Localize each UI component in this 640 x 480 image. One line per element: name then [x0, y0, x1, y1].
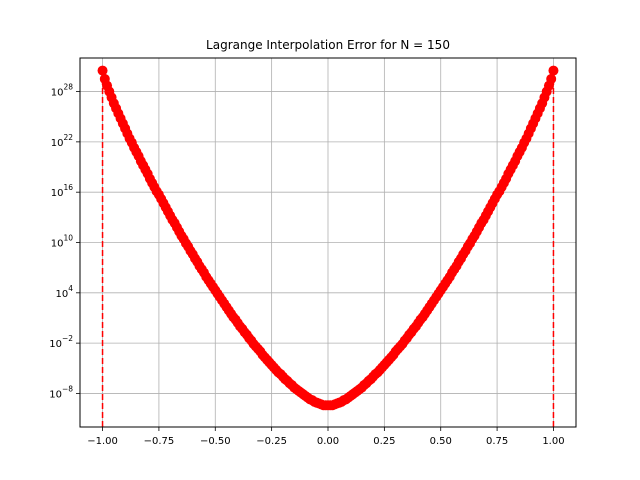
x-tick-label: 0.00 [317, 436, 339, 447]
x-axis: −1.00 −0.75 −0.50 −0.25 0.00 0.25 0.50 0.75 1.00 [87, 427, 565, 447]
y-tick-exponent: 4 [68, 284, 73, 293]
y-tick-base: 10 [51, 239, 64, 250]
data-point [546, 73, 557, 84]
y-tick-label: 104 [55, 284, 73, 300]
x-tick-label: −0.50 [200, 436, 231, 447]
y-tick-label: 1028 [51, 83, 74, 99]
chart-title: Lagrange Interpolation Error for N = 150 [206, 38, 450, 52]
y-tick-label: 1010 [51, 234, 74, 250]
y-tick-base: 10 [49, 389, 62, 400]
y-tick-label: 10−2 [49, 334, 73, 350]
y-tick-base: 10 [55, 289, 68, 300]
data-series [97, 65, 559, 411]
y-tick-base: 10 [51, 188, 64, 199]
x-tick-label: 1.00 [542, 436, 564, 447]
y-tick-exponent: −8 [62, 384, 73, 393]
y-tick-exponent: 10 [63, 234, 73, 243]
x-tick-label: 0.25 [373, 436, 395, 447]
y-tick-exponent: −2 [62, 334, 73, 343]
x-tick-label: −1.00 [87, 436, 118, 447]
data-point [548, 65, 559, 76]
y-tick-label: 1022 [51, 133, 74, 149]
y-tick-label: 10−8 [49, 384, 73, 400]
y-tick-exponent: 28 [63, 83, 73, 92]
y-tick-exponent: 22 [63, 133, 73, 142]
y-tick-exponent: 16 [63, 183, 73, 192]
data-point [97, 65, 108, 76]
x-tick-label: −0.25 [256, 436, 287, 447]
grid [80, 58, 576, 427]
y-tick-base: 10 [51, 88, 64, 99]
vertical-reference-lines [101, 70, 555, 427]
x-tick-label: 0.75 [486, 436, 508, 447]
x-tick-label: 0.50 [430, 436, 452, 447]
y-tick-label: 1016 [51, 183, 74, 199]
y-tick-base: 10 [51, 138, 64, 149]
x-tick-label: −0.75 [144, 436, 175, 447]
y-tick-base: 10 [49, 339, 62, 350]
